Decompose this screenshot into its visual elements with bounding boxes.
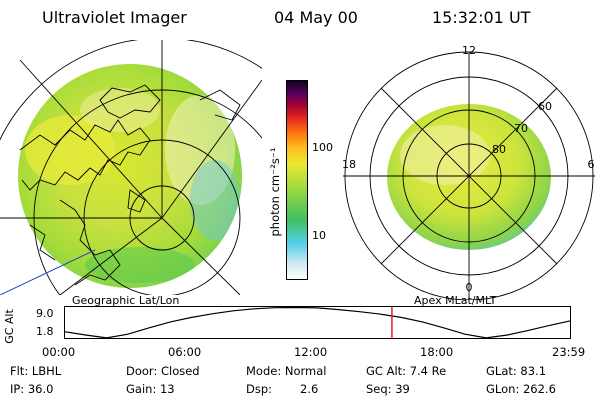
info-ip: IP: 36.0 (10, 382, 54, 396)
mlat-label-70: 70 (514, 122, 528, 135)
date-label: 04 May 00 (274, 8, 358, 27)
info-dsp-value: 2.6 (300, 382, 319, 396)
time-tick-2: 12:00 (294, 345, 328, 359)
time-tick-0: 00:00 (42, 345, 76, 359)
mlat-label-80: 80 (492, 143, 506, 156)
info-gain: Gain: 13 (126, 382, 175, 396)
aurora-texture-left (25, 88, 240, 283)
info-glat: GLat: 83.1 (486, 364, 547, 378)
time-tick-1: 06:00 (168, 345, 202, 359)
colorbar-unit-label: photon cm⁻²s⁻¹ (268, 147, 282, 237)
info-glon: GLon: 262.6 (486, 382, 556, 396)
mlt-label-6: 6 (588, 158, 595, 171)
terminator-line (0, 249, 96, 295)
colorbar-tick-10: 10 (312, 229, 326, 242)
info-mode: Mode: Normal (246, 364, 327, 378)
info-dsp-label: Dsp: (246, 382, 273, 396)
altitude-ymin-label: 1.8 (36, 325, 54, 338)
info-seq: Seq: 39 (366, 382, 410, 396)
geographic-panel-label: Geographic Lat/Lon (72, 294, 180, 307)
altitude-ymax-label: 9.0 (36, 307, 54, 320)
mlat-label-60: 60 (538, 100, 552, 113)
altitude-plot (64, 306, 571, 339)
time-tick-4: 23:59 (552, 345, 586, 359)
altitude-ylabel: GC Alt (2, 309, 16, 344)
altitude-curve (64, 306, 571, 339)
time-tick-3: 18:00 (420, 345, 454, 359)
colorbar (286, 80, 308, 280)
coastline (19, 84, 241, 286)
mlt-label-12: 12 (462, 44, 476, 57)
mlat-mlt-plot: 12 0 18 6 60 70 80 (342, 44, 595, 300)
polar-grid (343, 51, 595, 300)
time-label: 15:32:01 UT (432, 8, 531, 27)
altitude-plot-frame (64, 306, 571, 339)
info-gc-alt: GC Alt: 7.4 Re (366, 364, 447, 378)
apex-panel-label: Apex MLat/MLT (414, 294, 497, 307)
info-flt: Flt: LBHL (10, 364, 62, 378)
instrument-title: Ultraviolet Imager (42, 8, 187, 27)
geographic-image (0, 40, 262, 295)
info-door: Door: Closed (126, 364, 200, 378)
geographic-grid (0, 40, 262, 295)
mlt-label-0: 0 (466, 281, 473, 294)
mlt-label-18: 18 (342, 158, 356, 171)
colorbar-tick-100: 100 (312, 141, 333, 154)
